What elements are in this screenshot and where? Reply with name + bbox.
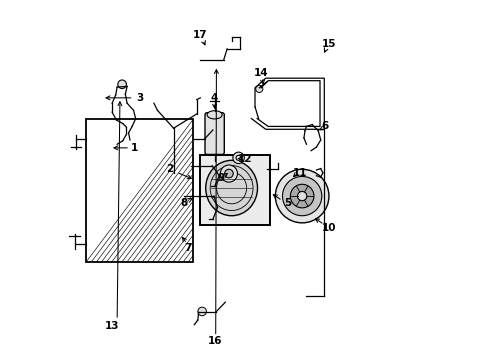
Text: 14: 14 [254,68,269,78]
Text: 7: 7 [184,243,192,253]
Circle shape [198,307,206,316]
Bar [200,155,270,225]
Text: 15: 15 [322,39,336,49]
Circle shape [220,165,238,182]
Circle shape [275,169,329,223]
Text: 10: 10 [322,223,336,233]
Circle shape [236,156,241,160]
Ellipse shape [206,160,258,216]
Circle shape [291,184,314,208]
Text: 5: 5 [284,198,292,208]
Text: 6: 6 [322,121,329,131]
Circle shape [297,192,307,201]
Text: 1: 1 [131,143,138,153]
Circle shape [224,169,233,178]
Text: 3: 3 [136,93,143,103]
Bar [86,119,193,262]
Circle shape [283,176,322,216]
Text: 13: 13 [105,321,120,332]
Text: 16: 16 [207,337,222,346]
Text: 8: 8 [181,198,188,208]
Text: 17: 17 [193,30,208,40]
Text: 11: 11 [293,168,308,178]
Text: 12: 12 [238,154,252,163]
FancyBboxPatch shape [205,113,224,154]
Text: 9: 9 [217,173,224,183]
Circle shape [118,80,126,89]
Circle shape [233,152,245,163]
Circle shape [256,85,263,93]
Ellipse shape [207,111,222,119]
Bar [86,119,193,262]
Text: 4: 4 [211,93,219,103]
Text: 2: 2 [167,164,173,174]
